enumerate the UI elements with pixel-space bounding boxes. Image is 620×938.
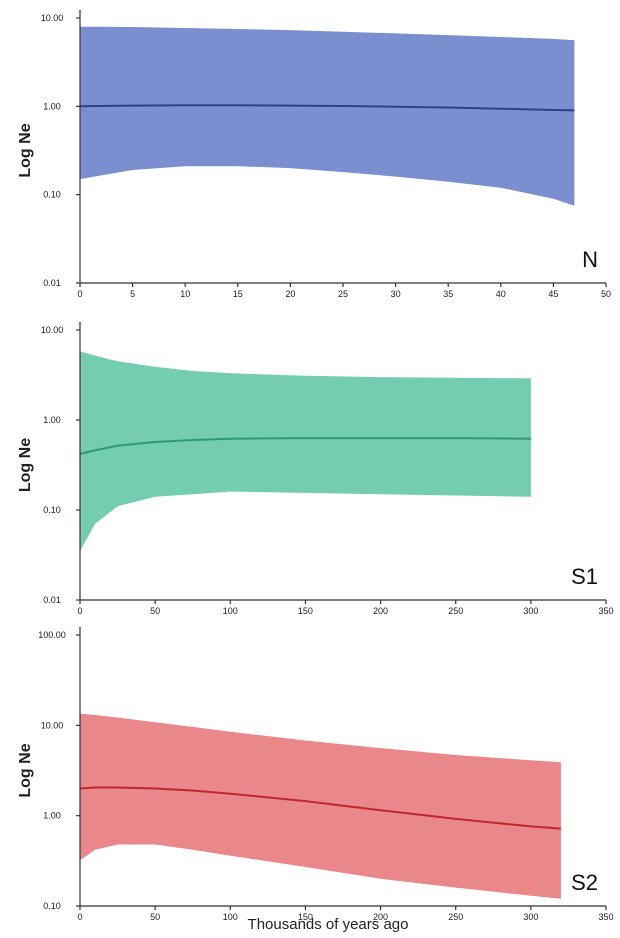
x-tick-label: 5	[130, 289, 135, 299]
median-line-S1	[79, 437, 531, 455]
y-axis-label: Log Ne	[17, 743, 34, 797]
confidence-band-S1	[80, 351, 531, 551]
confidence-band-S2	[80, 713, 561, 899]
x-tick-label: 350	[598, 912, 613, 922]
median-line-S2	[79, 786, 561, 830]
panel-label-S1: S1	[571, 564, 598, 589]
x-tick-label: 0	[77, 289, 82, 299]
x-tick-label: 250	[448, 606, 463, 616]
x-tick-label: 200	[373, 606, 388, 616]
x-tick-label: 0	[77, 912, 82, 922]
x-tick-label: 30	[391, 289, 401, 299]
x-tick-label: 300	[523, 606, 538, 616]
median-line-N	[79, 104, 575, 112]
y-tick-label: 0.01	[43, 595, 61, 605]
y-tick-label: 0.10	[43, 190, 61, 200]
y-tick-label: 10.00	[41, 13, 64, 23]
y-tick-label: 1.00	[43, 101, 61, 111]
y-tick-label: 1.00	[43, 415, 61, 425]
x-tick-label: 200	[373, 912, 388, 922]
y-tick-label: 10.00	[41, 325, 64, 335]
x-tick-label: 15	[233, 289, 243, 299]
panel-label-S2: S2	[571, 870, 598, 895]
x-tick-label: 100	[223, 912, 238, 922]
y-tick-label: 0.10	[43, 901, 61, 911]
y-tick-label: 0.01	[43, 278, 61, 288]
x-tick-label: 10	[180, 289, 190, 299]
x-tick-label: 25	[338, 289, 348, 299]
x-tick-label: 150	[298, 606, 313, 616]
y-tick-label: 100.00	[38, 630, 66, 640]
x-tick-label: 45	[548, 289, 558, 299]
panel-label-N: N	[582, 247, 598, 272]
x-tick-label: 50	[150, 912, 160, 922]
x-tick-label: 150	[298, 912, 313, 922]
x-tick-label: 35	[443, 289, 453, 299]
x-tick-label: 0	[77, 606, 82, 616]
confidence-band-N	[80, 26, 575, 206]
y-tick-label: 10.00	[41, 720, 64, 730]
x-tick-label: 350	[598, 606, 613, 616]
y-tick-label: 1.00	[43, 811, 61, 821]
y-axis-label: Log Ne	[17, 438, 34, 492]
x-tick-label: 20	[285, 289, 295, 299]
x-tick-label: 300	[523, 912, 538, 922]
x-tick-label: 50	[150, 606, 160, 616]
x-axis-label: Thousands of years ago	[248, 916, 409, 933]
x-tick-label: 100	[223, 606, 238, 616]
y-axis-label: Log Ne	[17, 123, 34, 177]
x-tick-label: 250	[448, 912, 463, 922]
x-tick-label: 40	[496, 289, 506, 299]
x-tick-label: 50	[601, 289, 611, 299]
y-tick-label: 0.10	[43, 505, 61, 515]
